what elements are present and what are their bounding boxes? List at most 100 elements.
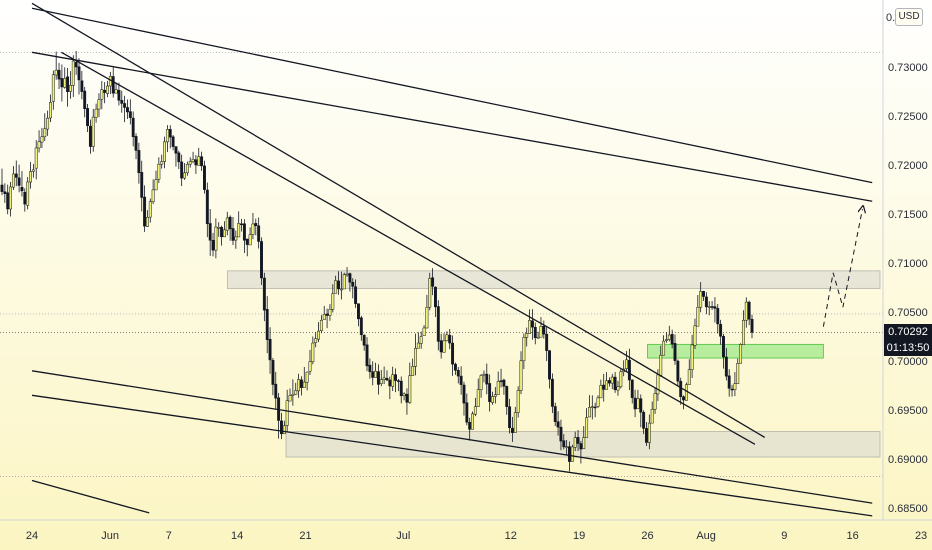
candle-body <box>431 277 435 287</box>
candle-body <box>171 136 175 147</box>
candle-body <box>639 398 643 413</box>
candle-body <box>388 379 392 387</box>
candle-body <box>724 356 728 377</box>
candle-body <box>291 393 295 396</box>
candle-body <box>465 402 469 423</box>
candle-body <box>625 359 628 369</box>
candle-body <box>722 336 725 358</box>
candle-body <box>511 427 514 433</box>
candle-body <box>237 223 241 238</box>
candle-body <box>585 417 589 438</box>
candle-body <box>134 136 138 151</box>
candle-body <box>451 342 455 365</box>
candle-body <box>516 390 520 413</box>
candle-body <box>405 393 409 403</box>
candle-body <box>656 374 660 395</box>
candle-body <box>143 196 147 227</box>
candle-body <box>693 325 697 346</box>
candle-body <box>476 389 480 407</box>
candle-body <box>63 78 67 88</box>
candle-body <box>297 379 301 392</box>
candle-body <box>60 78 64 88</box>
candle-body <box>468 422 472 430</box>
time-tick-label: 26 <box>641 530 653 542</box>
candle-body <box>727 375 731 389</box>
time-tick-label: Aug <box>696 530 716 542</box>
candle-body <box>542 326 546 335</box>
candle-body <box>422 327 426 336</box>
candle-body <box>414 348 417 367</box>
candle-body <box>245 238 249 245</box>
candle-body <box>533 326 537 338</box>
candle-body <box>568 446 571 462</box>
candle-body <box>359 317 363 335</box>
candle-body <box>682 396 686 401</box>
candle-body <box>448 334 452 344</box>
candle-body <box>234 236 238 241</box>
candle-body <box>222 229 226 238</box>
candle-body <box>582 437 586 449</box>
candle-body <box>379 379 383 384</box>
candle-body <box>659 354 663 376</box>
candle-body <box>37 141 41 149</box>
candle-body <box>274 383 278 399</box>
price-tick-label: 0.70000 <box>888 356 928 368</box>
trendline <box>60 51 756 445</box>
candle-body <box>471 413 474 430</box>
candle-body <box>151 189 155 202</box>
candle-body <box>513 412 517 433</box>
price-tick-label: 0.68500 <box>888 503 928 515</box>
candle-body <box>20 186 24 192</box>
candle-body <box>362 334 366 346</box>
time-tick-label: Jun <box>101 530 119 542</box>
candle-body <box>26 181 30 206</box>
candle-body <box>103 89 107 93</box>
price-tick-label: 0.70500 <box>888 307 928 319</box>
trendline <box>31 2 766 438</box>
candle-body <box>46 117 50 130</box>
candle-body <box>565 446 569 448</box>
resistance-zone-gray <box>226 270 881 289</box>
candle-body <box>66 76 70 92</box>
price-axis-top-label: 0. <box>886 12 895 24</box>
candle-body <box>613 376 617 390</box>
time-tick-label: 23 <box>915 530 927 542</box>
price-tick-label: 0.71000 <box>888 258 928 270</box>
candle-body <box>191 159 195 162</box>
candle-body <box>345 273 349 276</box>
candle-body <box>602 384 606 390</box>
candle-body <box>442 340 446 353</box>
candle-body <box>262 277 266 311</box>
candle-body <box>596 397 600 407</box>
candle-body <box>453 363 457 371</box>
candle-body <box>114 89 118 94</box>
projection-arrow <box>822 209 862 327</box>
candle-body <box>217 226 221 229</box>
candle-body <box>556 421 560 428</box>
candle-body <box>545 333 549 351</box>
candle-body <box>368 364 372 372</box>
candle-body <box>667 334 671 340</box>
candle-body <box>165 129 169 143</box>
candle-body <box>374 370 378 378</box>
candle-body <box>619 371 623 388</box>
candle-body <box>14 173 18 178</box>
candle-body <box>636 398 640 409</box>
candle-body <box>434 286 437 308</box>
bar-countdown-label: 01:13:50 <box>884 340 932 356</box>
candle-body <box>488 383 492 403</box>
candle-body <box>106 85 109 94</box>
candle-body <box>650 408 654 424</box>
candle-body <box>699 291 703 308</box>
currency-badge[interactable]: USD <box>895 8 923 26</box>
candle-body <box>607 380 611 384</box>
candle-body <box>322 314 326 320</box>
trendline <box>31 370 873 504</box>
candle-body <box>479 375 483 390</box>
candle-body <box>536 336 540 339</box>
candle-body <box>679 380 683 398</box>
candle-body <box>456 370 460 377</box>
candle-body <box>687 369 691 385</box>
